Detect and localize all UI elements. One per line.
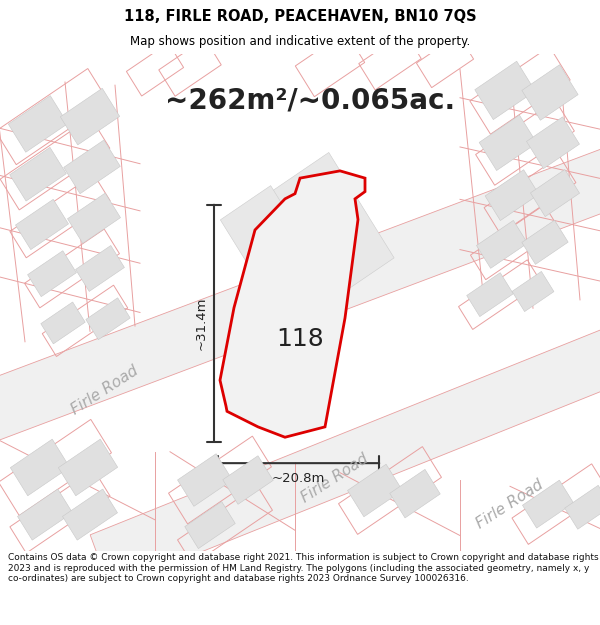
Polygon shape bbox=[17, 489, 73, 540]
Polygon shape bbox=[76, 246, 124, 291]
Text: ~20.8m: ~20.8m bbox=[272, 472, 325, 486]
Polygon shape bbox=[479, 115, 537, 171]
Text: 118, FIRLE ROAD, PEACEHAVEN, BN10 7QS: 118, FIRLE ROAD, PEACEHAVEN, BN10 7QS bbox=[124, 9, 476, 24]
Polygon shape bbox=[476, 221, 527, 268]
Text: ~31.4m: ~31.4m bbox=[194, 296, 208, 350]
Polygon shape bbox=[10, 439, 70, 496]
Polygon shape bbox=[475, 61, 535, 119]
Polygon shape bbox=[28, 251, 76, 297]
Polygon shape bbox=[527, 117, 580, 169]
Polygon shape bbox=[266, 152, 394, 301]
Polygon shape bbox=[0, 146, 600, 444]
Polygon shape bbox=[347, 464, 403, 517]
Polygon shape bbox=[467, 272, 514, 317]
Polygon shape bbox=[58, 439, 118, 496]
Polygon shape bbox=[530, 169, 580, 217]
Polygon shape bbox=[10, 148, 66, 201]
Polygon shape bbox=[8, 96, 68, 152]
Polygon shape bbox=[178, 454, 232, 506]
Polygon shape bbox=[223, 456, 273, 504]
Text: Firle Road: Firle Road bbox=[299, 451, 371, 506]
Polygon shape bbox=[523, 480, 574, 528]
Text: Firle Road: Firle Road bbox=[474, 478, 546, 532]
Polygon shape bbox=[185, 501, 235, 549]
Polygon shape bbox=[90, 294, 600, 589]
Polygon shape bbox=[485, 170, 539, 221]
Polygon shape bbox=[220, 171, 365, 437]
Polygon shape bbox=[61, 88, 119, 145]
Polygon shape bbox=[86, 298, 130, 339]
Polygon shape bbox=[565, 485, 600, 529]
Text: Contains OS data © Crown copyright and database right 2021. This information is : Contains OS data © Crown copyright and d… bbox=[8, 554, 598, 583]
Polygon shape bbox=[41, 302, 85, 344]
Polygon shape bbox=[64, 140, 120, 194]
Polygon shape bbox=[390, 469, 440, 518]
Polygon shape bbox=[522, 220, 568, 264]
Polygon shape bbox=[62, 489, 118, 540]
Text: Firle Road: Firle Road bbox=[69, 363, 141, 418]
Polygon shape bbox=[16, 199, 68, 249]
Polygon shape bbox=[522, 65, 578, 120]
Text: 118: 118 bbox=[276, 327, 324, 351]
Text: Map shows position and indicative extent of the property.: Map shows position and indicative extent… bbox=[130, 36, 470, 48]
Text: ~262m²/~0.065ac.: ~262m²/~0.065ac. bbox=[165, 86, 455, 114]
Polygon shape bbox=[220, 186, 320, 299]
Polygon shape bbox=[512, 271, 554, 312]
Polygon shape bbox=[68, 193, 121, 243]
